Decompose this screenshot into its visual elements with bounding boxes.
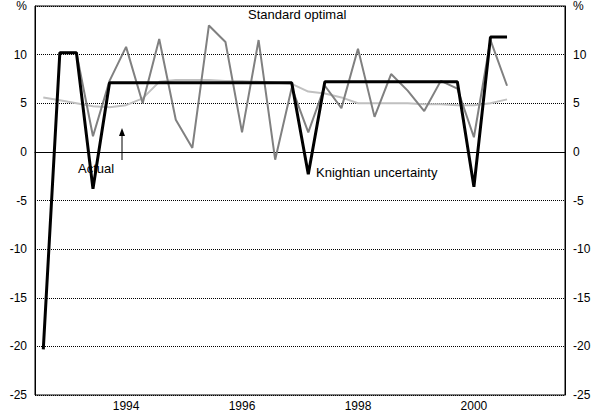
svg-text:-10: -10	[10, 242, 28, 256]
svg-text:1998: 1998	[345, 399, 372, 413]
svg-text:Standard optimal: Standard optimal	[248, 7, 346, 22]
svg-text:2000: 2000	[461, 399, 488, 413]
svg-text:-25: -25	[10, 388, 28, 402]
svg-text:1996: 1996	[229, 399, 256, 413]
svg-text:%: %	[573, 0, 584, 13]
svg-text:Knightian uncertainty: Knightian uncertainty	[316, 165, 438, 180]
svg-text:-10: -10	[573, 242, 591, 256]
svg-text:10: 10	[573, 48, 587, 62]
svg-text:-25: -25	[573, 388, 591, 402]
svg-text:5: 5	[573, 96, 580, 110]
svg-text:0: 0	[573, 145, 580, 159]
svg-text:-5: -5	[16, 194, 27, 208]
svg-text:%: %	[16, 0, 27, 13]
svg-text:-5: -5	[573, 194, 584, 208]
svg-text:-20: -20	[10, 339, 28, 353]
svg-text:5: 5	[20, 96, 27, 110]
svg-text:-15: -15	[573, 291, 591, 305]
svg-text:-15: -15	[10, 291, 28, 305]
svg-text:Actual: Actual	[78, 161, 115, 176]
svg-text:-20: -20	[573, 339, 591, 353]
svg-text:10: 10	[14, 48, 28, 62]
svg-text:1994: 1994	[113, 399, 140, 413]
svg-text:0: 0	[20, 145, 27, 159]
